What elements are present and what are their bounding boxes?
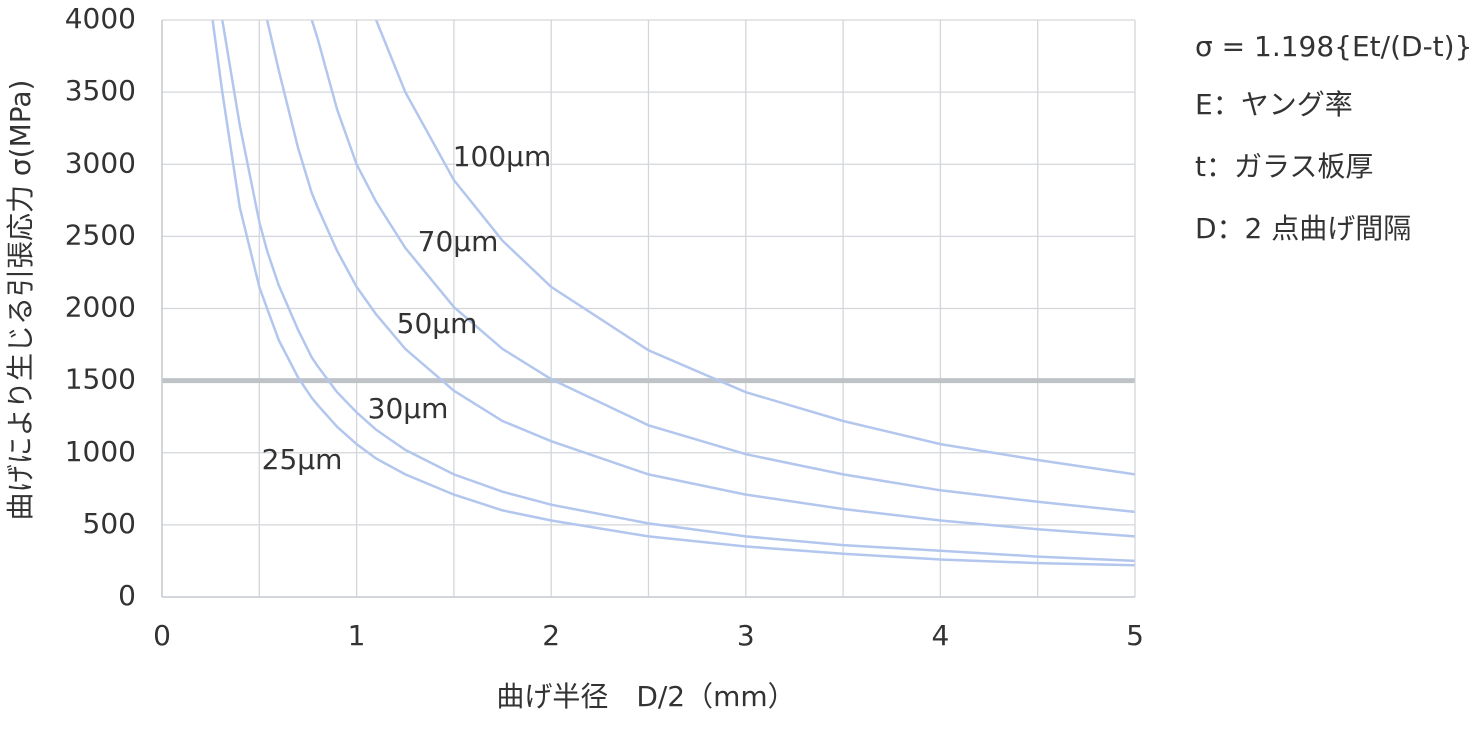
- line-series: [265, 19, 1136, 538]
- annotation: D：2 点曲げ間隔: [1195, 212, 1411, 245]
- series-label: 50µm: [397, 307, 478, 340]
- y-tick-label: 4000: [65, 2, 136, 35]
- series-label: 25µm: [262, 443, 343, 476]
- series-label: 70µm: [418, 225, 499, 258]
- series-label: 100µm: [453, 140, 552, 173]
- x-tick-label: 5: [1126, 619, 1144, 652]
- x-tick-label: 3: [737, 619, 755, 652]
- x-axis-label: 曲げ半径 D/2（mm）: [496, 680, 795, 713]
- series-label: 30µm: [368, 392, 449, 425]
- x-tick-label: 0: [153, 619, 171, 652]
- y-tick-label: 2000: [65, 291, 136, 324]
- x-tick-label: 1: [348, 619, 366, 652]
- y-tick-label: 1000: [65, 435, 136, 468]
- annotation: σ = 1.198{Et/(D-t)}: [1195, 30, 1472, 63]
- annotation: E：ヤング率: [1195, 88, 1353, 121]
- annotation: t：ガラス板厚: [1195, 150, 1373, 183]
- y-tick-label: 1500: [65, 363, 136, 396]
- y-axis-label: 曲げにより生じる引張応力 σ(MPa): [4, 80, 37, 521]
- x-tick-label: 2: [542, 619, 560, 652]
- y-tick-label: 0: [118, 579, 136, 612]
- y-tick-label: 500: [83, 507, 136, 540]
- line-series: [221, 19, 1136, 563]
- y-tick-label: 3500: [65, 74, 136, 107]
- x-tick-label: 4: [931, 619, 949, 652]
- line-series: [310, 19, 1136, 514]
- line-series: [374, 19, 1136, 476]
- y-tick-label: 2500: [65, 218, 136, 251]
- line-series: [211, 19, 1136, 567]
- y-tick-label: 3000: [65, 146, 136, 179]
